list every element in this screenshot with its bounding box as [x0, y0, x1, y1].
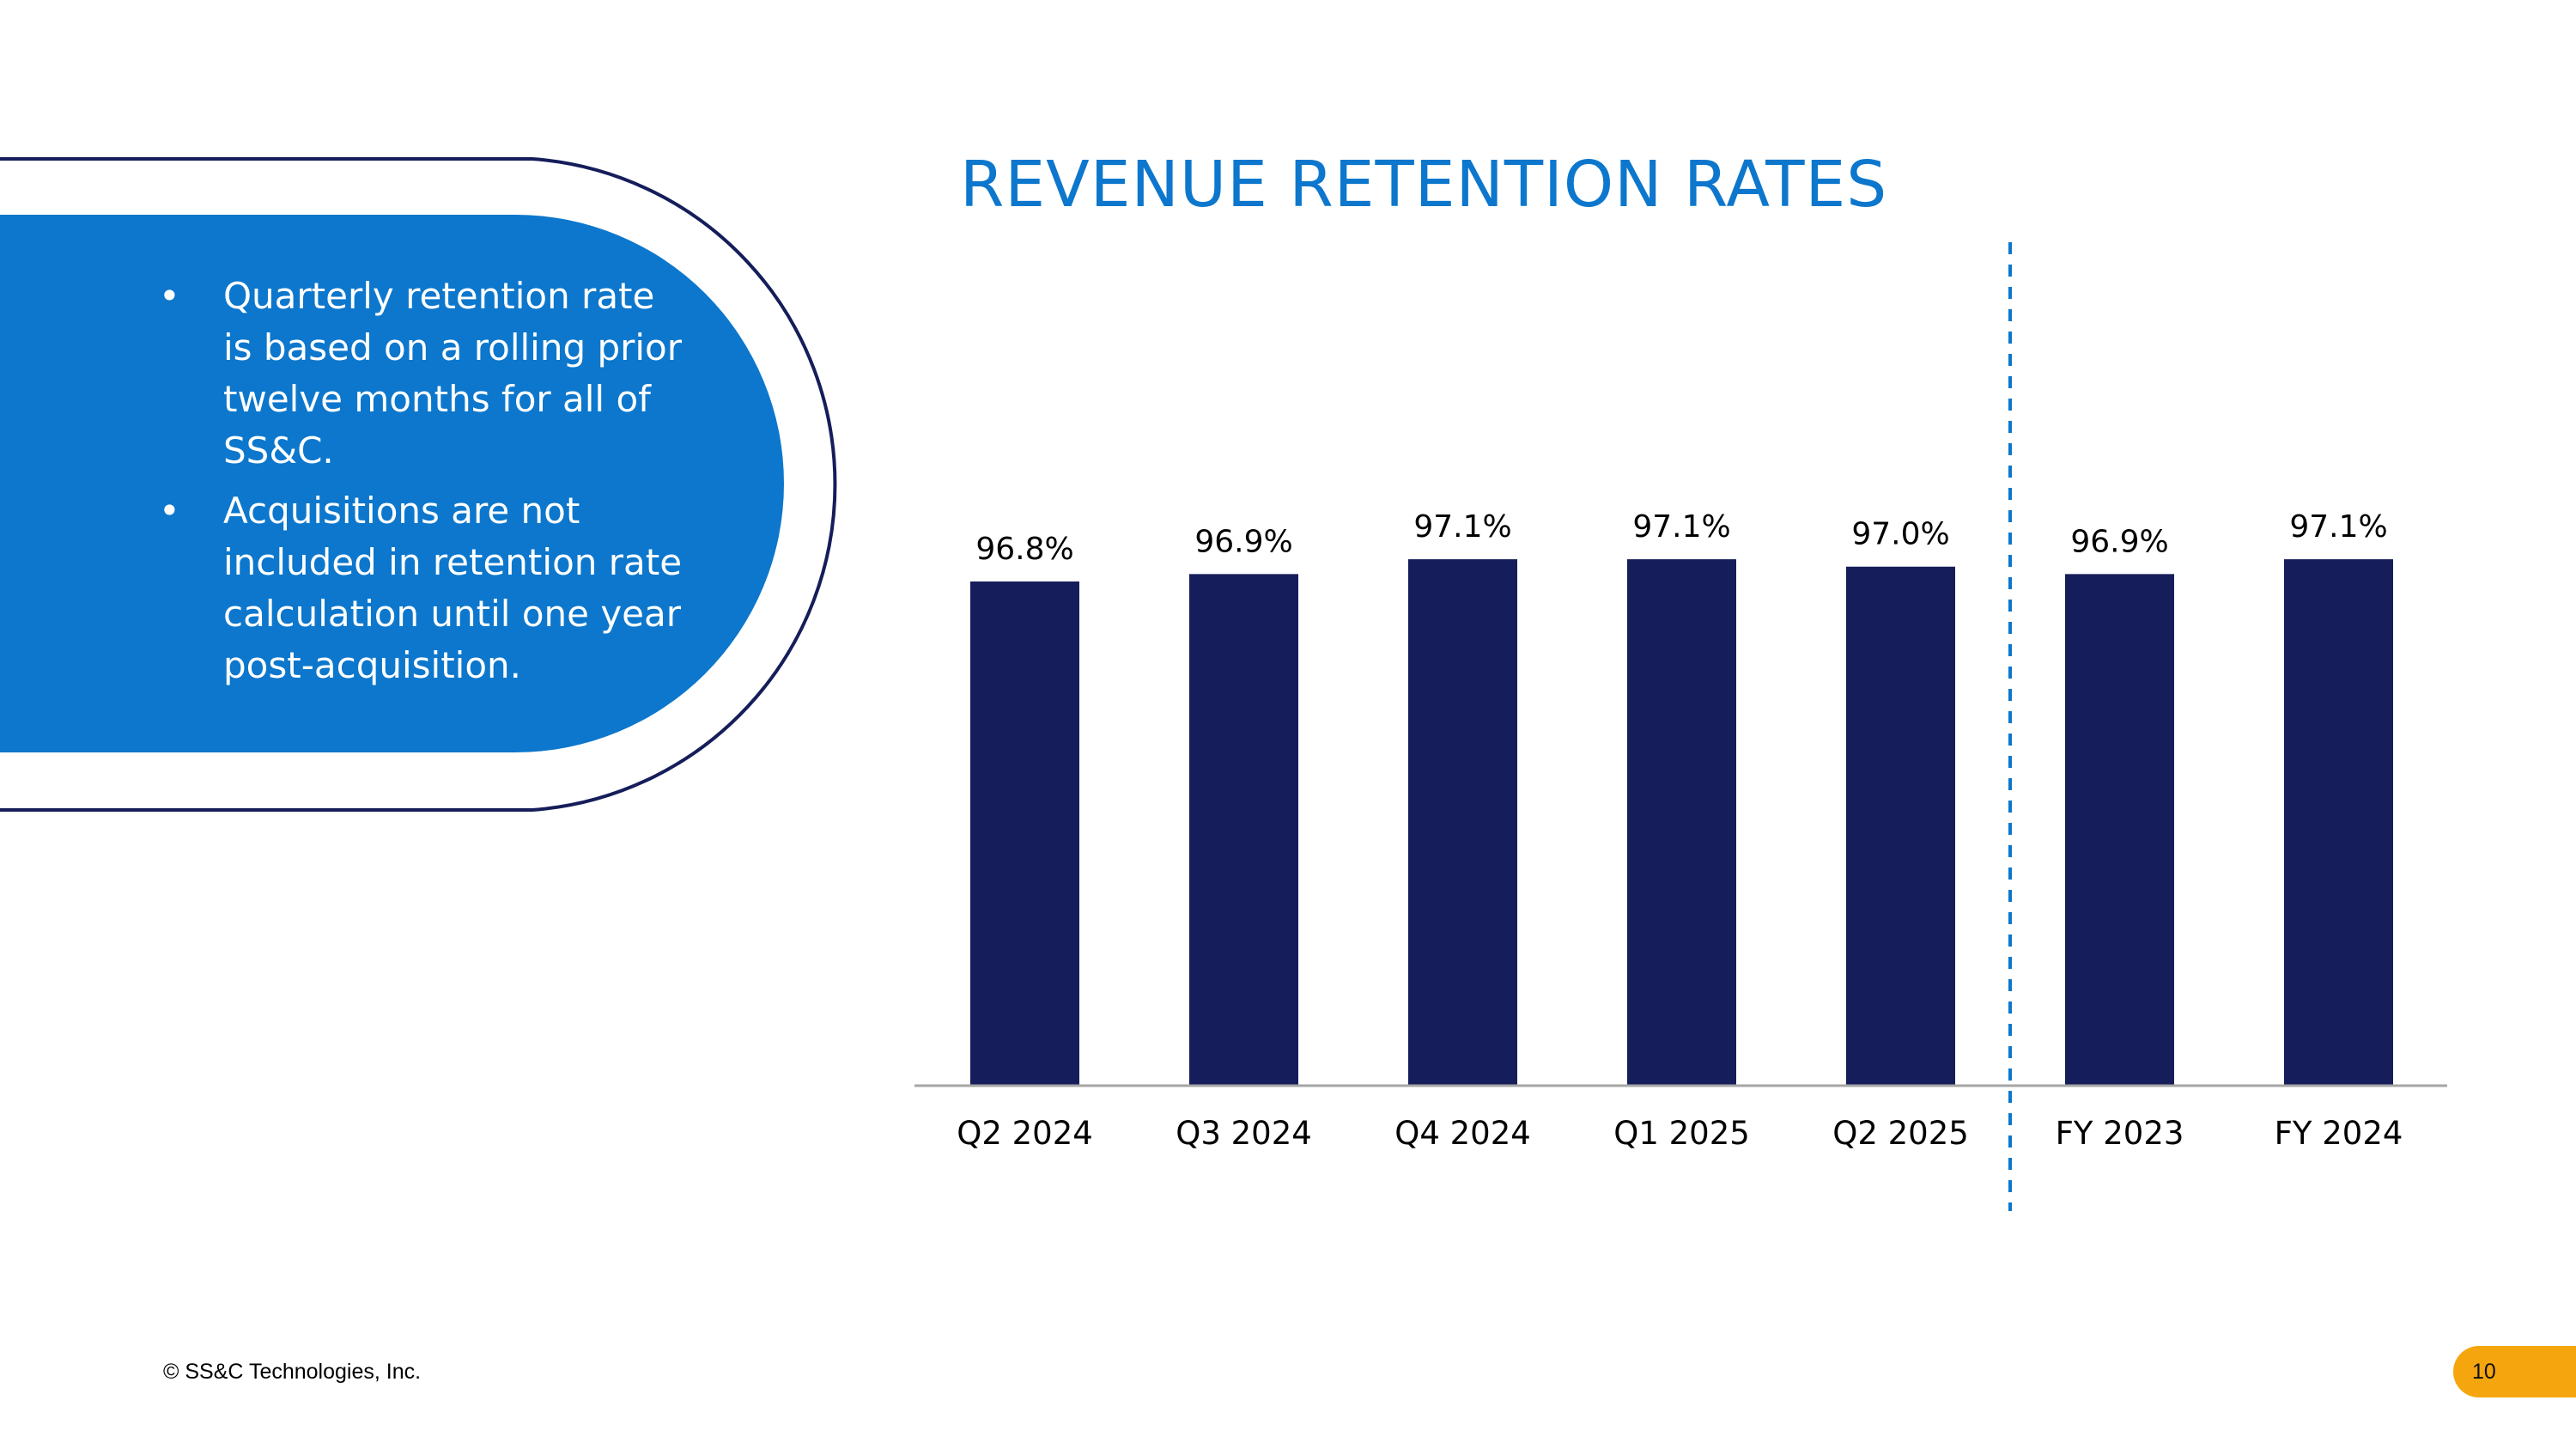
copyright-footer: © SS&C Technologies, Inc.: [163, 1360, 422, 1384]
x-tick-label: Q2 2025: [1832, 1115, 1969, 1152]
data-label: 96.9%: [1194, 524, 1292, 559]
data-label: 97.1%: [1413, 509, 1511, 545]
bar-q4-2024: [1408, 559, 1517, 1086]
data-label: 96.9%: [2070, 524, 2168, 559]
data-label: 97.1%: [1632, 509, 1730, 545]
blue-panel-decoration: [0, 157, 837, 812]
bar-fy-2023: [2065, 574, 2174, 1086]
page-number-badge: 10: [2453, 1346, 2576, 1397]
x-tick-label: Q1 2025: [1613, 1115, 1750, 1152]
bar-q1-2025: [1627, 559, 1736, 1086]
bullet-text: Quarterly retention rate is based on a r…: [223, 275, 683, 472]
x-tick-label: FY 2023: [2056, 1115, 2184, 1152]
bullet-item: • Quarterly retention rate is based on a…: [159, 271, 691, 477]
bar-fy-2024: [2284, 559, 2393, 1086]
panel-bullet-list: • Quarterly retention rate is based on a…: [159, 271, 691, 700]
panel-fill: [0, 215, 784, 752]
data-label: 96.8%: [975, 532, 1073, 567]
bullet-item: • Acquisitions are not included in reten…: [159, 485, 691, 691]
bar-q2-2024: [970, 581, 1079, 1086]
x-tick-label: FY 2024: [2275, 1115, 2403, 1152]
x-tick-label: Q4 2024: [1394, 1115, 1531, 1152]
data-label: 97.1%: [2289, 509, 2387, 545]
page-title: REVENUE RETENTION RATES: [960, 148, 1888, 222]
bar-q3-2024: [1189, 574, 1298, 1086]
bar-q2-2025: [1846, 566, 1955, 1086]
bullet-text: Acquisitions are not included in retenti…: [223, 490, 683, 686]
panel-outline: [0, 157, 837, 812]
x-tick-label: Q2 2024: [957, 1115, 1093, 1152]
bullet-dot-icon: •: [159, 490, 180, 532]
data-label: 97.0%: [1851, 517, 1949, 552]
x-tick-label: Q3 2024: [1176, 1115, 1312, 1152]
bullet-dot-icon: •: [159, 275, 180, 317]
